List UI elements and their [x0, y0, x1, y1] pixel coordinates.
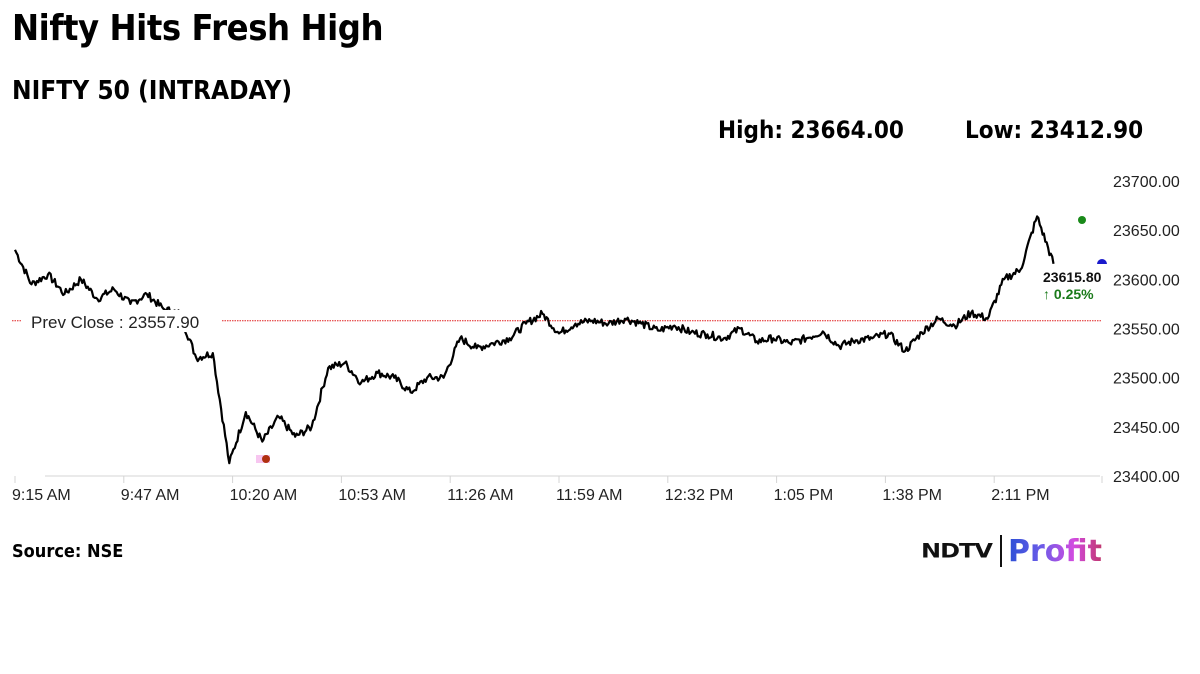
page-title: Nifty Hits Fresh High — [12, 8, 384, 49]
x-tick-label: 11:59 AM — [556, 487, 622, 504]
x-tick-label: 9:15 AM — [12, 487, 71, 504]
x-tick-label: 10:20 AM — [230, 487, 298, 504]
x-tick-label: 10:53 AM — [338, 487, 406, 504]
logo-ndtv-text: NDTV — [921, 539, 993, 563]
y-tick-label: 23600.00 — [1113, 272, 1180, 289]
prev-close-label-bg — [22, 310, 222, 332]
x-tick-label: 11:26 AM — [447, 487, 513, 504]
y-tick-label: 23450.00 — [1113, 420, 1180, 437]
logo-profit-text: Profit — [1007, 533, 1102, 569]
y-tick-label: 23700.00 — [1113, 174, 1180, 191]
x-tick-label: 1:05 PM — [774, 487, 834, 504]
chart-subtitle: NIFTY 50 (INTRADAY) — [12, 76, 293, 106]
last-price-marker — [1097, 259, 1107, 264]
source-label: Source: NSE — [12, 541, 124, 562]
y-tick-label: 23550.00 — [1113, 322, 1180, 339]
price-line — [14, 215, 1055, 465]
prev-close-label: Prev Close : 23557.90 — [31, 313, 199, 332]
y-axis-ticks: 23700.00 23650.00 23600.00 23550.00 23500.00… — [1113, 174, 1180, 486]
x-tick-label: 9:47 AM — [121, 487, 180, 504]
y-tick-label: 23400.00 — [1113, 469, 1180, 486]
y-tick-label: 23650.00 — [1113, 223, 1180, 240]
low-value-label: Low: 23412.90 — [965, 116, 1144, 144]
high-value-label: High: 23664.00 — [718, 116, 904, 144]
high-marker — [1078, 216, 1086, 224]
last-price-label: 23615.80 — [1043, 269, 1102, 285]
x-tick-label: 12:32 PM — [665, 487, 733, 504]
x-tick-label: 1:38 PM — [882, 487, 942, 504]
ndtv-profit-logo: NDTV Profit — [921, 531, 1102, 571]
x-tick-label: 2:11 PM — [991, 487, 1049, 504]
change-percent-label: ↑ 0.25% — [1043, 286, 1094, 302]
y-tick-label: 23500.00 — [1113, 371, 1180, 388]
low-marker — [262, 455, 270, 463]
x-axis-ticks: 9:15 AM 9:47 AM 10:20 AM 10:53 AM 11:26 AM 11… — [12, 476, 1103, 504]
logo-divider — [999, 535, 1002, 567]
